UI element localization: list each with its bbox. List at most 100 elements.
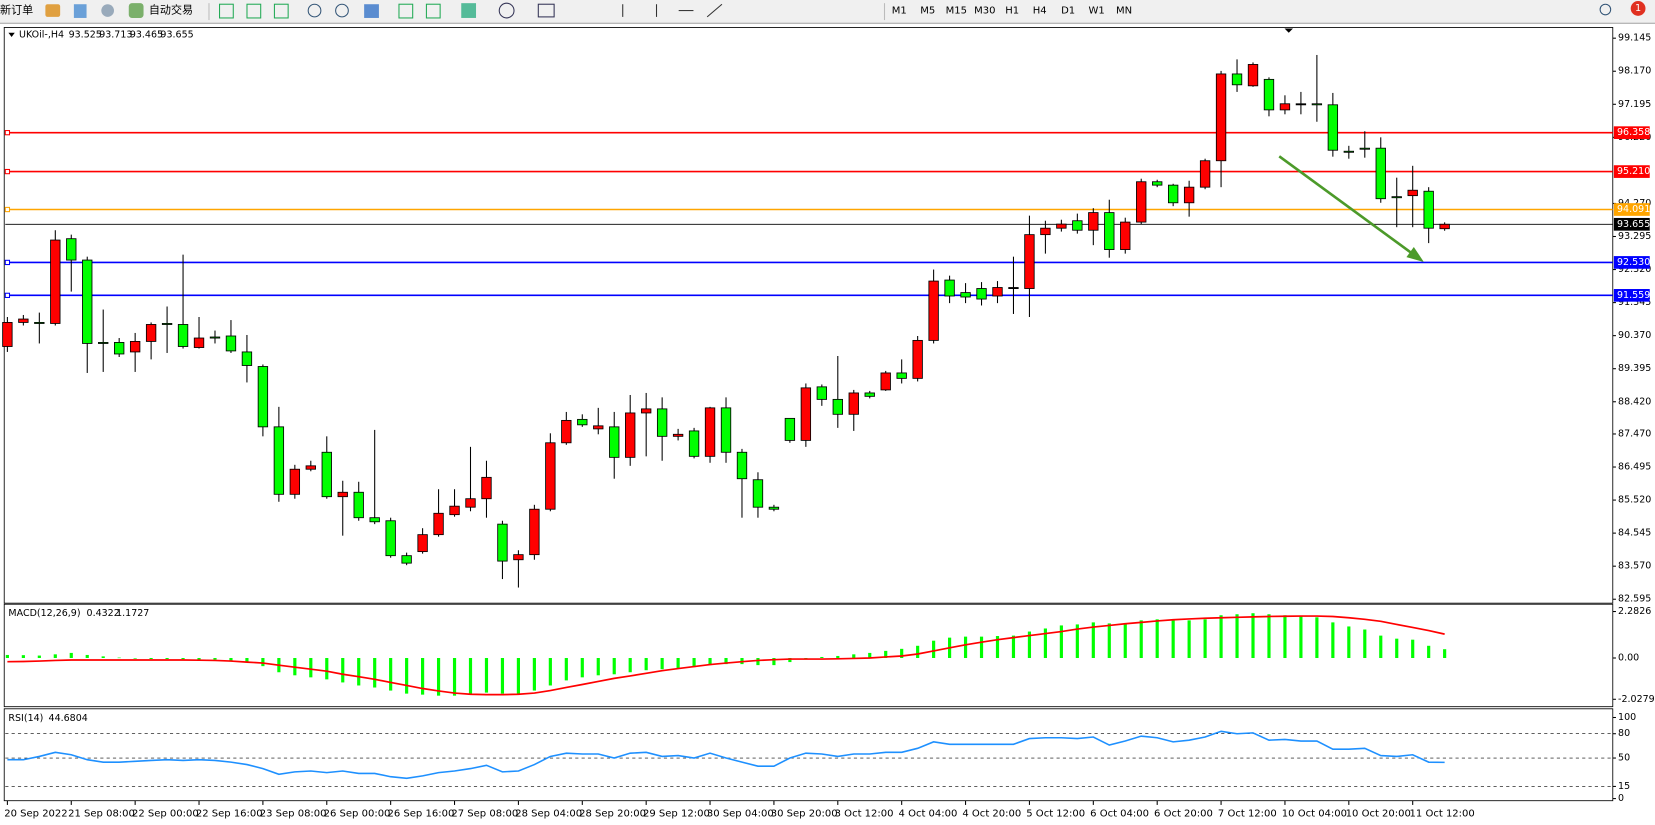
macd-bar [213, 658, 217, 660]
icon[interactable] [45, 4, 61, 17]
timeframe-button[interactable]: W1 [1089, 6, 1105, 17]
candle-body [241, 351, 253, 366]
macd-bar [452, 658, 457, 696]
macd-bar [612, 658, 616, 675]
timeframe-button[interactable]: M5 [920, 6, 935, 17]
candle-body [864, 392, 875, 397]
price-panel [3, 27, 1614, 604]
macd-bar [932, 640, 936, 659]
macd-bar [580, 658, 584, 678]
macd-bar [676, 658, 680, 669]
macd-bar [596, 658, 600, 676]
icon[interactable] [219, 3, 234, 19]
timeframe-button[interactable]: H1 [1005, 6, 1019, 17]
candle-body [225, 335, 237, 352]
timeframe-button[interactable]: M15 [946, 6, 967, 17]
price-label: 93.655 [1617, 219, 1650, 230]
icon[interactable] [364, 4, 379, 18]
macd-bar [564, 658, 568, 681]
candle-body [98, 342, 109, 344]
timeframe-button[interactable]: M1 [892, 6, 907, 17]
new-order-button[interactable]: 新订单 [0, 3, 33, 17]
candle-body [1056, 223, 1067, 229]
auto-trading-button[interactable]: 自动交易 [149, 3, 193, 17]
candle-body [1215, 73, 1227, 162]
candle-body [1279, 103, 1291, 111]
macd-bar [1011, 635, 1016, 659]
candle-body [1120, 221, 1131, 250]
icon[interactable] [425, 3, 441, 19]
y-tick-label: 85.520 [1618, 495, 1651, 506]
macd-bar [868, 652, 872, 659]
candle-body [896, 372, 907, 379]
candle-body [1072, 220, 1083, 231]
candle-body [337, 491, 348, 498]
x-tick-label: 11 Oct 12:00 [1410, 808, 1475, 819]
macd-bar [1187, 620, 1191, 659]
candle-body [800, 387, 812, 441]
macd-bar [692, 658, 696, 668]
macd-bar [309, 658, 313, 678]
icon[interactable] [273, 3, 289, 19]
y-tick-label: 80 [1618, 728, 1630, 739]
candle-body [656, 408, 668, 437]
candle-body [161, 323, 173, 325]
candle-body [577, 418, 588, 426]
candle-body [1263, 78, 1275, 111]
candle-body [1295, 103, 1307, 106]
candle-body [832, 398, 843, 415]
macd-bar [1155, 619, 1159, 659]
search-icon[interactable] [1599, 3, 1612, 16]
macd-bar [69, 652, 73, 659]
level-tag [1613, 165, 1650, 178]
y-tick-label: 84.545 [1618, 528, 1651, 539]
icon[interactable] [246, 3, 262, 19]
icon[interactable] [461, 3, 477, 18]
notification-badge[interactable] [1630, 1, 1646, 16]
notification-count: 1 [1635, 3, 1641, 14]
candle-body [209, 336, 221, 339]
timeframe-button[interactable]: H4 [1033, 6, 1047, 17]
icon[interactable] [537, 3, 555, 18]
icon[interactable] [398, 3, 414, 19]
x-tick-label: 22 Sep 16:00 [196, 808, 263, 819]
candle-body [784, 417, 796, 441]
candle-body [752, 479, 764, 508]
macd-value: 0.4322 [87, 608, 120, 619]
y-tick-label: -2.0279 [1618, 694, 1655, 705]
candle-body [1167, 184, 1179, 204]
timeframe-button[interactable]: MN [1116, 6, 1132, 17]
rsi-title: RSI(14) [8, 713, 43, 724]
candle-body [289, 468, 301, 495]
macd-bar [1283, 615, 1287, 659]
x-tick-label: 4 Oct 04:00 [899, 808, 958, 819]
candle-body [688, 430, 700, 457]
x-tick-label: 30 Sep 04:00 [707, 808, 774, 819]
trend-arrow-head [1406, 246, 1424, 262]
x-tick-label: 6 Oct 20:00 [1154, 808, 1213, 819]
panel-marker [8, 32, 15, 37]
macd-bar [724, 658, 728, 665]
macd-bar [1299, 616, 1303, 659]
icon[interactable] [335, 3, 349, 18]
icon[interactable] [307, 3, 322, 18]
x-tick-label: 3 Oct 12:00 [835, 808, 894, 819]
icon[interactable] [706, 3, 723, 18]
macd-bar [1443, 649, 1447, 659]
macd-bar [516, 658, 520, 694]
candle-body [353, 491, 364, 519]
candle-body [1343, 150, 1354, 153]
macd-bar [389, 658, 393, 691]
macd-bar [436, 658, 441, 696]
timeframe-button[interactable]: M30 [974, 6, 995, 17]
icon[interactable] [128, 3, 144, 18]
icon[interactable] [101, 4, 114, 17]
icon[interactable] [498, 2, 515, 19]
candle-body [257, 366, 269, 428]
y-tick-label: 50 [1618, 753, 1630, 764]
macd-bar [1267, 614, 1271, 659]
candle-body [816, 386, 828, 400]
timeframe-button[interactable]: D1 [1061, 6, 1075, 17]
icon[interactable] [73, 4, 87, 18]
